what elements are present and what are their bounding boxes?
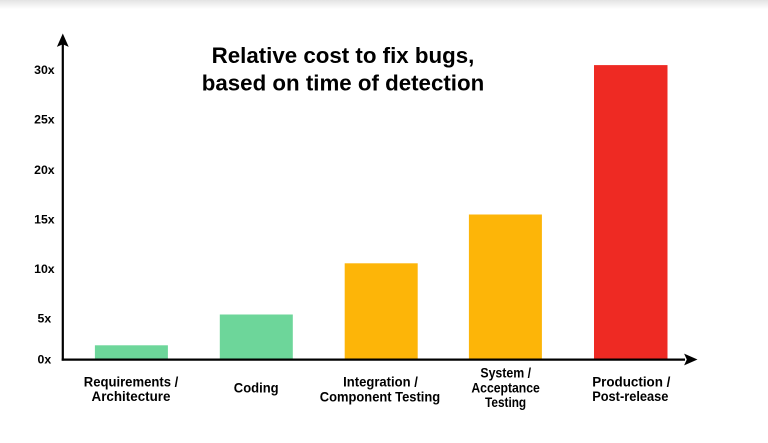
svg-text:Architecture: Architecture — [92, 389, 171, 404]
svg-text:30x: 30x — [34, 63, 55, 77]
svg-text:Testing: Testing — [485, 395, 526, 410]
svg-text:10x: 10x — [34, 262, 55, 276]
svg-text:Acceptance: Acceptance — [471, 380, 540, 395]
svg-text:Requirements /: Requirements / — [84, 374, 179, 389]
svg-text:0x: 0x — [38, 353, 52, 367]
svg-text:Integration /: Integration / — [343, 375, 418, 390]
svg-text:Relative cost to fix bugs,: Relative cost to fix bugs, — [212, 43, 475, 68]
svg-text:20x: 20x — [34, 163, 55, 177]
svg-text:based on time of detection: based on time of detection — [202, 70, 484, 95]
svg-text:Production /: Production / — [592, 374, 670, 389]
svg-text:Post-release: Post-release — [592, 389, 669, 404]
svg-text:Component Testing: Component Testing — [320, 390, 440, 405]
svg-text:System /: System / — [480, 365, 531, 380]
svg-text:Coding: Coding — [234, 381, 279, 396]
svg-text:15x: 15x — [34, 213, 55, 227]
svg-text:25x: 25x — [34, 112, 55, 126]
svg-text:5x: 5x — [38, 312, 52, 326]
